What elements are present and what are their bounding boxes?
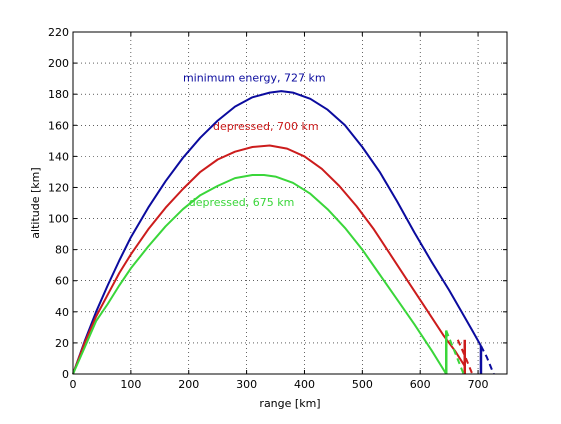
y-tick-label: 160: [48, 119, 69, 132]
series-dashed-extension-3: [445, 330, 465, 375]
series-line-3: [72, 174, 448, 375]
grid: [73, 32, 507, 374]
series-line-1: [72, 90, 482, 375]
y-tick-label: 0: [62, 368, 69, 381]
x-tick-label: 300: [236, 378, 257, 391]
y-tick-label: 180: [48, 88, 69, 101]
x-tick-label: 700: [468, 378, 489, 391]
series-line-2: [72, 144, 466, 375]
x-tick-label: 100: [120, 378, 141, 391]
y-tick-label: 20: [55, 337, 69, 350]
y-tick-label: 120: [48, 181, 69, 194]
series-dashed-extension-2: [456, 339, 474, 375]
ticks: 0 100 200 300 400 500 600 700 0 20 40 60 80 100 120 140…: [48, 26, 507, 391]
x-tick-label: 600: [410, 378, 431, 391]
axes-frame: [72, 31, 508, 375]
series-dashed-extension-1: [480, 345, 495, 375]
annotation-label: depressed, 700 km: [213, 120, 319, 133]
y-tick-label: 60: [55, 275, 69, 288]
x-axis-label: range [km]: [259, 397, 320, 410]
x-tick-label: 0: [70, 378, 77, 391]
y-tick-label: 80: [55, 244, 69, 257]
y-tick-label: 100: [48, 213, 69, 226]
annotation-label: minimum energy, 727 km: [183, 72, 326, 85]
y-tick-label: 220: [48, 26, 69, 39]
y-tick-label: 140: [48, 150, 69, 163]
annotation-layer: minimum energy, 727 km depressed, 700 km d…: [183, 72, 326, 209]
x-tick-label: 400: [294, 378, 315, 391]
x-tick-label: 200: [178, 378, 199, 391]
y-tick-label: 200: [48, 57, 69, 70]
y-tick-label: 40: [55, 306, 69, 319]
y-axis-label: altitude [km]: [29, 167, 42, 238]
plot-area: [73, 32, 507, 374]
series-layer: [72, 90, 495, 375]
x-tick-label: 500: [352, 378, 373, 391]
annotation-label: depressed, 675 km: [189, 196, 295, 209]
